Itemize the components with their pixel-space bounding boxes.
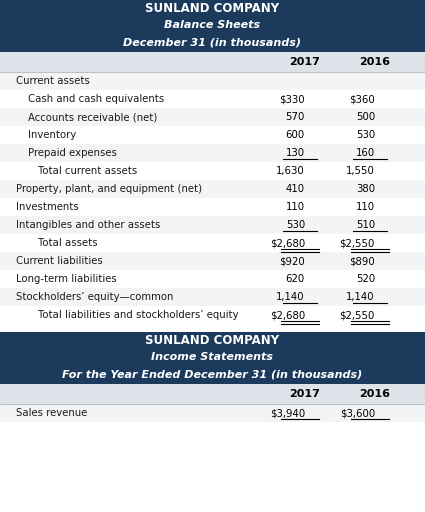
Bar — [0, 108, 425, 126]
Text: For the Year Ended December 31 (in thousands): For the Year Ended December 31 (in thous… — [62, 370, 362, 379]
Text: Intangibles and other assets: Intangibles and other assets — [16, 220, 160, 230]
Text: 520: 520 — [356, 274, 375, 284]
Bar — [0, 144, 425, 162]
Text: 2016: 2016 — [360, 57, 391, 67]
Text: 110: 110 — [286, 202, 305, 212]
Text: 410: 410 — [286, 184, 305, 194]
Bar — [0, 324, 425, 332]
Text: 110: 110 — [356, 202, 375, 212]
Text: $330: $330 — [279, 94, 305, 104]
Text: 2017: 2017 — [289, 389, 320, 399]
Text: 500: 500 — [356, 112, 375, 122]
Text: 510: 510 — [356, 220, 375, 230]
Text: $890: $890 — [349, 256, 375, 266]
Bar — [0, 252, 425, 270]
Bar — [0, 216, 425, 234]
Text: 1,630: 1,630 — [276, 166, 305, 176]
Text: 2017: 2017 — [289, 57, 320, 67]
Text: 570: 570 — [286, 112, 305, 122]
Text: SUNLAND COMPANY: SUNLAND COMPANY — [145, 2, 279, 15]
Bar — [0, 198, 425, 216]
Text: Income Statements: Income Statements — [151, 352, 273, 362]
Text: 1,140: 1,140 — [346, 292, 375, 302]
Text: Total liabilities and stockholders’ equity: Total liabilities and stockholders’ equi… — [38, 310, 238, 320]
Text: Cash and cash equivalents: Cash and cash equivalents — [28, 94, 164, 104]
Text: Prepaid expenses: Prepaid expenses — [28, 148, 117, 158]
Bar — [0, 126, 425, 144]
Bar — [0, 270, 425, 288]
Text: December 31 (in thousands): December 31 (in thousands) — [123, 38, 301, 48]
Text: $920: $920 — [279, 256, 305, 266]
Text: Stockholders’ equity—common: Stockholders’ equity—common — [16, 292, 173, 302]
Text: Total assets: Total assets — [38, 238, 98, 248]
Text: 1,550: 1,550 — [346, 166, 375, 176]
Text: Investments: Investments — [16, 202, 79, 212]
Text: Accounts receivable (net): Accounts receivable (net) — [28, 112, 157, 122]
Text: SUNLAND COMPANY: SUNLAND COMPANY — [145, 334, 279, 347]
Bar — [0, 422, 425, 512]
Text: $2,550: $2,550 — [340, 310, 375, 320]
Text: $2,550: $2,550 — [340, 238, 375, 248]
Text: 530: 530 — [356, 130, 375, 140]
Text: $360: $360 — [349, 94, 375, 104]
Bar — [0, 180, 425, 198]
Bar — [0, 306, 425, 324]
Text: 2016: 2016 — [360, 389, 391, 399]
Text: $2,680: $2,680 — [270, 238, 305, 248]
Text: 620: 620 — [286, 274, 305, 284]
Text: $2,680: $2,680 — [270, 310, 305, 320]
Text: 600: 600 — [286, 130, 305, 140]
Bar — [0, 52, 425, 72]
Text: 380: 380 — [356, 184, 375, 194]
Bar — [0, 288, 425, 306]
Bar — [0, 90, 425, 108]
Text: 160: 160 — [356, 148, 375, 158]
Text: Current liabilities: Current liabilities — [16, 256, 103, 266]
Bar — [0, 0, 425, 52]
Text: $3,940: $3,940 — [270, 408, 305, 418]
Text: 530: 530 — [286, 220, 305, 230]
Text: 130: 130 — [286, 148, 305, 158]
Bar — [0, 162, 425, 180]
Bar — [0, 72, 425, 90]
Bar — [0, 332, 425, 384]
Text: Inventory: Inventory — [28, 130, 76, 140]
Text: Current assets: Current assets — [16, 76, 90, 86]
Bar — [0, 384, 425, 404]
Text: Sales revenue: Sales revenue — [16, 408, 87, 418]
Text: Long-term liabilities: Long-term liabilities — [16, 274, 117, 284]
Bar — [0, 404, 425, 422]
Text: $3,600: $3,600 — [340, 408, 375, 418]
Text: Balance Sheets: Balance Sheets — [164, 20, 260, 30]
Text: Total current assets: Total current assets — [38, 166, 137, 176]
Text: Property, plant, and equipment (net): Property, plant, and equipment (net) — [16, 184, 202, 194]
Text: 1,140: 1,140 — [276, 292, 305, 302]
Bar — [0, 234, 425, 252]
